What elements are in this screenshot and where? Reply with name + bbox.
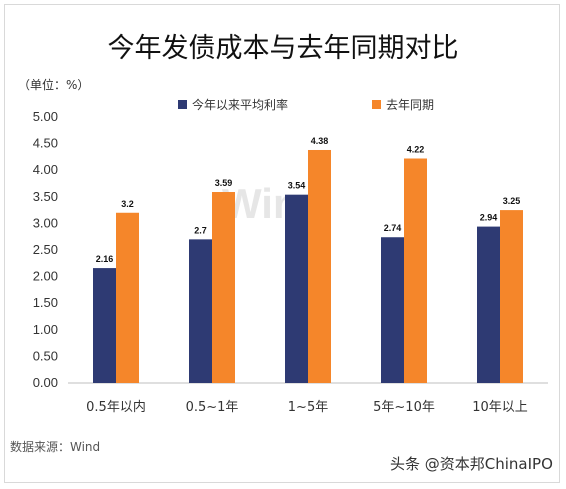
data-label: 4.38 bbox=[311, 136, 329, 146]
y-tick-label: 0.00 bbox=[33, 375, 58, 390]
legend-label: 今年以来平均利率 bbox=[192, 97, 288, 112]
y-tick-label: 3.50 bbox=[33, 189, 58, 204]
data-label: 3.25 bbox=[503, 196, 521, 206]
attribution-watermark: 头条 @资本邦ChinaIPO bbox=[390, 455, 553, 473]
x-tick-label: 10年以上 bbox=[472, 400, 528, 415]
y-tick-label: 4.50 bbox=[33, 136, 58, 151]
x-axis: 0.5年以内 0.5~1年 1~5年 5年~10年 10年以上 bbox=[86, 399, 528, 415]
x-tick-label: 0.5~1年 bbox=[186, 400, 239, 415]
bar bbox=[381, 237, 404, 383]
bar bbox=[404, 158, 427, 383]
data-label: 2.94 bbox=[480, 213, 498, 223]
y-tick-label: 1.50 bbox=[33, 295, 58, 310]
data-label: 3.59 bbox=[215, 178, 233, 188]
legend: 今年以来平均利率 去年同期 bbox=[178, 97, 434, 112]
y-tick-label: 2.50 bbox=[33, 242, 58, 257]
bar bbox=[189, 239, 212, 383]
unit-label: （单位：%） bbox=[18, 78, 90, 92]
bar bbox=[116, 212, 139, 383]
data-label: 2.74 bbox=[384, 223, 402, 233]
chart-title: 今年发债成本与去年同期对比 bbox=[107, 33, 459, 64]
x-tick-label: 1~5年 bbox=[288, 400, 328, 415]
x-tick-label: 5年~10年 bbox=[373, 400, 435, 415]
data-label: 3.2 bbox=[121, 199, 134, 209]
y-tick-label: 4.00 bbox=[33, 162, 58, 177]
bar bbox=[212, 192, 235, 383]
bar bbox=[477, 226, 500, 383]
y-tick-label: 2.00 bbox=[33, 269, 58, 284]
x-tick-label: 0.5年以内 bbox=[86, 399, 146, 415]
bar bbox=[93, 268, 116, 383]
bar bbox=[308, 149, 331, 383]
bar bbox=[285, 194, 308, 383]
y-tick-label: 1.00 bbox=[33, 322, 58, 337]
data-label: 4.22 bbox=[407, 144, 425, 154]
bars: 2.16 3.2 2.7 3.59 3.54 4.38 2.74 4.22 2.94 3.25 bbox=[93, 136, 523, 383]
legend-label: 去年同期 bbox=[386, 98, 434, 112]
y-tick-label: 5.00 bbox=[33, 109, 58, 124]
data-label: 3.54 bbox=[288, 181, 306, 191]
bar bbox=[500, 210, 523, 383]
y-tick-label: 3.00 bbox=[33, 215, 58, 230]
source-note: 数据来源：Wind bbox=[10, 440, 101, 454]
data-label: 2.7 bbox=[194, 225, 207, 235]
chart-frame bbox=[4, 4, 560, 483]
y-axis: 0.00 0.50 1.00 1.50 2.00 2.50 3.00 3.50 4.00 4.50… bbox=[33, 109, 548, 390]
legend-swatch bbox=[178, 100, 187, 109]
y-tick-label: 0.50 bbox=[33, 348, 58, 363]
legend-swatch bbox=[372, 100, 381, 109]
data-label: 2.16 bbox=[96, 254, 114, 264]
